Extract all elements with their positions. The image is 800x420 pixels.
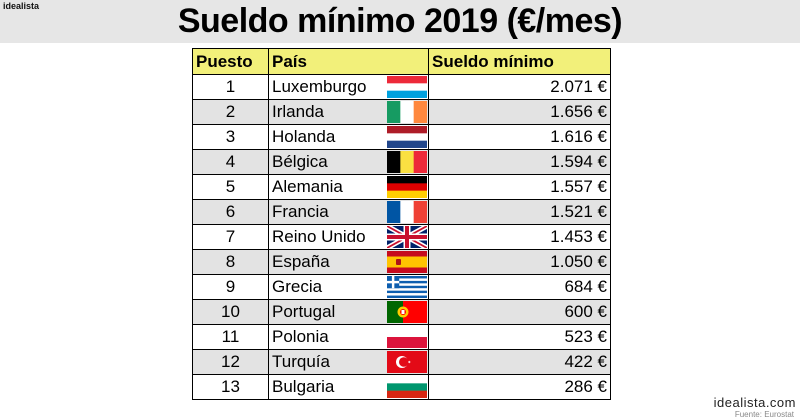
salary-cell: 1.050 € bbox=[428, 249, 612, 275]
poland-flag-icon bbox=[387, 326, 428, 348]
country-cell: Portugal bbox=[268, 299, 387, 325]
table-row: 10 Portugal 600 € bbox=[192, 299, 612, 325]
germany-flag-icon bbox=[387, 176, 428, 198]
rank-cell: 13 bbox=[192, 374, 269, 400]
flag-cell bbox=[386, 124, 430, 150]
table-row: 5 Alemania 1.557 € bbox=[192, 174, 612, 200]
country-cell: Holanda bbox=[268, 124, 387, 150]
rank-cell: 8 bbox=[192, 249, 269, 275]
rank-cell: 2 bbox=[192, 99, 269, 125]
country-cell: España bbox=[268, 249, 387, 275]
flag-cell bbox=[386, 249, 430, 275]
bulgaria-flag-icon bbox=[387, 376, 428, 398]
portugal-flag-icon bbox=[387, 301, 428, 323]
salary-cell: 1.616 € bbox=[428, 124, 612, 150]
spain-flag-icon bbox=[387, 251, 428, 273]
rank-cell: 3 bbox=[192, 124, 269, 150]
country-cell: Irlanda bbox=[268, 99, 387, 125]
greece-flag-icon bbox=[387, 276, 428, 298]
column-header-rank: Puesto bbox=[192, 48, 269, 75]
netherlands-flag-icon bbox=[387, 126, 428, 148]
salary-cell: 1.453 € bbox=[428, 224, 612, 250]
rank-cell: 9 bbox=[192, 274, 269, 300]
belgium-flag-icon bbox=[387, 151, 428, 173]
salary-cell: 684 € bbox=[428, 274, 612, 300]
table-row: 3 Holanda 1.616 € bbox=[192, 124, 612, 150]
rank-cell: 6 bbox=[192, 199, 269, 225]
table-row: 13 Bulgaria 286 € bbox=[192, 374, 612, 400]
column-header-salary: Sueldo mínimo bbox=[428, 48, 612, 75]
table-row: 2 Irlanda 1.656 € bbox=[192, 99, 612, 125]
flag-cell bbox=[386, 174, 430, 200]
rank-cell: 10 bbox=[192, 299, 269, 325]
salary-table: Puesto País Sueldo mínimo 1 Luxemburgo 2.0… bbox=[192, 48, 612, 400]
country-cell: Bélgica bbox=[268, 149, 387, 175]
table-header-row: Puesto País Sueldo mínimo bbox=[192, 48, 612, 75]
salary-cell: 1.521 € bbox=[428, 199, 612, 225]
salary-cell: 600 € bbox=[428, 299, 612, 325]
country-cell: Francia bbox=[268, 199, 387, 225]
table-row: 1 Luxemburgo 2.071 € bbox=[192, 74, 612, 100]
salary-cell: 1.656 € bbox=[428, 99, 612, 125]
country-cell: Grecia bbox=[268, 274, 387, 300]
salary-cell: 1.557 € bbox=[428, 174, 612, 200]
rank-cell: 12 bbox=[192, 349, 269, 375]
table-row: 6 Francia 1.521 € bbox=[192, 199, 612, 225]
table-row: 11 Polonia 523 € bbox=[192, 324, 612, 350]
flag-cell bbox=[386, 74, 430, 100]
salary-cell: 523 € bbox=[428, 324, 612, 350]
top-bar bbox=[0, 0, 800, 43]
turkey-flag-icon bbox=[387, 351, 428, 373]
country-cell: Turquía bbox=[268, 349, 387, 375]
country-cell: Polonia bbox=[268, 324, 387, 350]
luxembourg-flag-icon bbox=[387, 76, 428, 98]
table-row: 12 Turquía 422 € bbox=[192, 349, 612, 375]
flag-cell bbox=[386, 324, 430, 350]
flag-cell bbox=[386, 224, 430, 250]
salary-cell: 286 € bbox=[428, 374, 612, 400]
column-header-country: País bbox=[267, 48, 430, 75]
rank-cell: 7 bbox=[192, 224, 269, 250]
table-row: 7 Reino Unido 1.453 € bbox=[192, 224, 612, 250]
rank-cell: 11 bbox=[192, 324, 269, 350]
page-title: Sueldo mínimo 2019 (€/mes) bbox=[177, 2, 623, 40]
salary-cell: 422 € bbox=[428, 349, 612, 375]
footer-brand: idealista.com bbox=[713, 395, 796, 410]
flag-cell bbox=[386, 374, 430, 400]
rank-cell: 4 bbox=[192, 149, 269, 175]
france-flag-icon bbox=[387, 201, 428, 223]
flag-cell bbox=[386, 149, 430, 175]
table-row: 8 España 1.050 € bbox=[192, 249, 612, 275]
country-cell: Alemania bbox=[268, 174, 387, 200]
salary-cell: 2.071 € bbox=[428, 74, 612, 100]
table-row: 4 Bélgica 1.594 € bbox=[192, 149, 612, 175]
country-cell: Bulgaria bbox=[268, 374, 387, 400]
salary-cell: 1.594 € bbox=[428, 149, 612, 175]
flag-cell bbox=[386, 349, 430, 375]
brand-logo: idealista bbox=[3, 1, 40, 11]
rank-cell: 5 bbox=[192, 174, 269, 200]
flag-cell bbox=[386, 274, 430, 300]
country-cell: Reino Unido bbox=[268, 224, 387, 250]
flag-cell bbox=[386, 99, 430, 125]
table-row: 9 Grecia 684 € bbox=[192, 274, 612, 300]
uk-flag-icon bbox=[387, 226, 428, 248]
ireland-flag-icon bbox=[387, 101, 428, 123]
rank-cell: 1 bbox=[192, 74, 269, 100]
footer-source: Fuente: Eurostat bbox=[734, 410, 794, 419]
country-cell: Luxemburgo bbox=[268, 74, 387, 100]
flag-cell bbox=[386, 299, 430, 325]
flag-cell bbox=[386, 199, 430, 225]
